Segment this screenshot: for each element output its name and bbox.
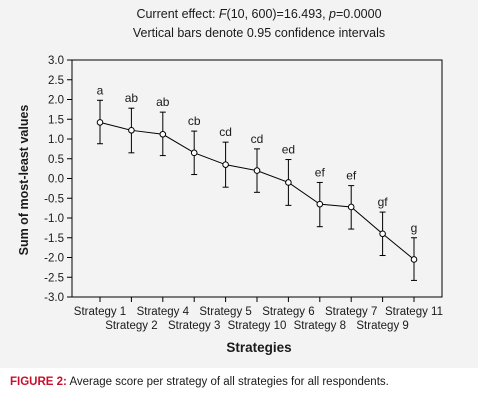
group-labels: a ab ab cb cd cd ed ef ef gf g <box>97 83 418 234</box>
group-label: a <box>97 83 104 97</box>
y-axis: 3.0 2.5 2.0 1.5 1.0 0.5 0.0 -0.5 -1.0 -1.5 -2.0 -2.… <box>44 55 72 304</box>
x-tick-label: Strategy 2 <box>105 320 157 332</box>
group-label: gf <box>378 195 389 209</box>
group-label: ef <box>346 169 357 183</box>
group-label: ed <box>282 143 295 157</box>
y-tick-label: 1.5 <box>48 114 64 126</box>
data-point <box>253 167 261 174</box>
y-tick-label: 2.0 <box>48 95 64 107</box>
data-point <box>285 179 292 186</box>
data-point <box>316 200 324 208</box>
x-tick-label: Strategy 1 <box>74 306 126 318</box>
y-tick-label: -3.0 <box>44 292 64 304</box>
x-tick-label: Strategy 9 <box>356 320 408 332</box>
x-tick-label: Strategy 4 <box>137 306 190 318</box>
group-label: cd <box>251 132 264 146</box>
y-tick-label: -1.0 <box>44 213 64 225</box>
y-tick-label: 0.5 <box>48 154 64 166</box>
data-point <box>96 119 104 126</box>
x-tick-label: Strategy 11 <box>385 306 443 318</box>
x-tick-label: Strategy 8 <box>294 320 346 332</box>
data-points <box>96 119 418 263</box>
data-point <box>128 127 135 134</box>
figure-caption: FIGURE 2: Average score per strategy of … <box>10 376 478 388</box>
y-tick-label: 2.5 <box>48 75 64 87</box>
x-axis-label: Strategies <box>226 340 291 355</box>
group-label: cd <box>219 125 232 139</box>
x-tick-label: Strategy 10 <box>228 320 287 332</box>
x-tick-label: Strategy 3 <box>168 320 220 332</box>
caption-label: FIGURE 2: <box>10 376 67 388</box>
x-tick-label: Strategy 7 <box>325 306 377 318</box>
figure-panel: Current effect: F(10, 600)=16.493, p=0.0… <box>0 0 478 368</box>
caption-text: Average score per strategy of all strate… <box>69 376 389 388</box>
data-point <box>379 230 386 238</box>
y-axis-label: Sum of most-least values <box>17 105 31 256</box>
chart: Current effect: F(10, 600)=16.493, p=0.0… <box>17 7 443 355</box>
data-point <box>222 161 229 168</box>
y-tick-label: -0.5 <box>44 193 64 205</box>
group-label: cb <box>188 114 201 128</box>
y-tick-label: 1.0 <box>48 134 64 146</box>
group-label: g <box>411 221 418 235</box>
data-point <box>190 149 198 157</box>
x-axis: Strategy 1 Strategy 2 Strategy 4 Strategy 3… <box>74 297 443 332</box>
y-tick-label: 3.0 <box>48 55 64 67</box>
y-tick-label: -2.5 <box>44 272 64 284</box>
y-tick-label: -2.0 <box>44 253 64 265</box>
group-label: ab <box>156 95 170 109</box>
x-tick-label: Strategy 5 <box>199 306 251 318</box>
chart-title: Current effect: F(10, 600)=16.493, p=0.0… <box>136 7 381 21</box>
chart-subtitle: Vertical bars denote 0.95 confidence int… <box>133 26 385 40</box>
data-point <box>410 256 418 263</box>
y-tick-label: 0.0 <box>48 174 64 186</box>
group-label: ef <box>315 165 326 179</box>
group-label: ab <box>125 91 139 105</box>
data-point <box>159 130 167 138</box>
y-tick-label: -1.5 <box>44 233 64 245</box>
error-bars <box>97 99 417 281</box>
x-tick-label: Strategy 6 <box>262 306 314 318</box>
data-point <box>347 203 355 211</box>
